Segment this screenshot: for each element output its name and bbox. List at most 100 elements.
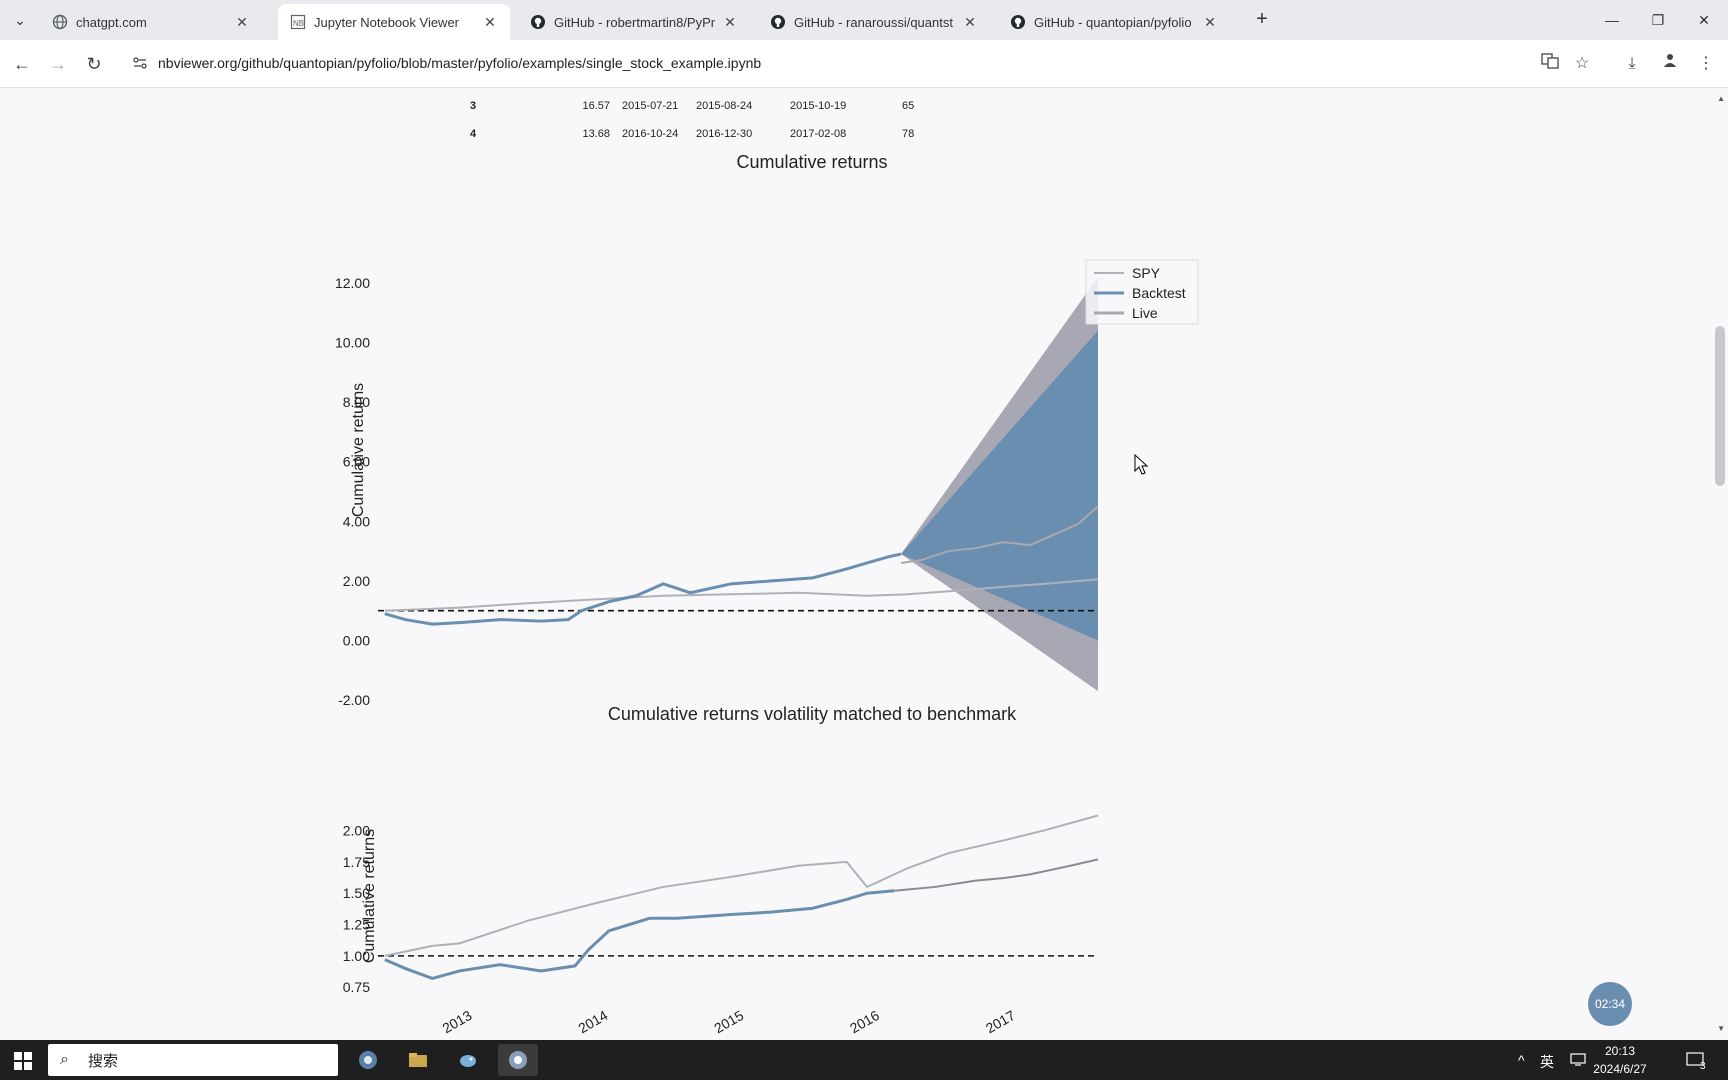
legend-label: SPY <box>1132 265 1161 281</box>
recording-timer-badge[interactable]: 02:34 <box>1588 982 1632 1026</box>
bookmark-star-icon[interactable]: ☆ <box>1574 55 1590 72</box>
taskbar-app-browser[interactable] <box>348 1044 388 1076</box>
y-axis-label: Cumulative returns <box>350 383 367 517</box>
x-tick-label: 2015 <box>711 1007 746 1037</box>
table-row: 3 16.57 2015-07-21 2015-08-24 2015-10-19… <box>470 92 942 120</box>
y-tick-label: 4.00 <box>343 513 370 529</box>
reload-icon[interactable]: ↻ <box>86 54 102 74</box>
tab-chatgpt[interactable]: chatgpt.com ✕ <box>40 4 262 40</box>
restore-icon[interactable]: ❐ <box>1651 12 1665 28</box>
y-tick-label: 1.25 <box>343 917 370 933</box>
legend-entries: SPY Backtest Live <box>1085 259 1199 325</box>
series-group <box>378 505 1099 626</box>
chrome-icon <box>359 1051 377 1069</box>
close-window-icon[interactable]: ✕ <box>1698 12 1710 28</box>
github-icon <box>1010 14 1026 30</box>
bird-app-icon <box>460 1055 476 1067</box>
search-placeholder: 搜索 <box>88 1052 119 1070</box>
taskbar-app-bird[interactable] <box>448 1044 488 1076</box>
close-icon[interactable]: ✕ <box>964 13 976 30</box>
clock-time: 20:13 <box>1604 1044 1636 1058</box>
x-tick-label: 2013 <box>440 1007 475 1037</box>
series-line-backtest <box>384 552 902 626</box>
x-tick-label: 2014 <box>575 1007 610 1037</box>
svg-text:NB: NB <box>293 19 304 28</box>
tab-github-ranaroussi[interactable]: GitHub - ranaroussi/quantst ✕ <box>758 4 990 40</box>
github-icon <box>770 14 786 30</box>
cone-inner-band <box>901 330 1098 641</box>
cumulative-returns-chart: Cumulative returns Cumulative returns 12… <box>335 152 1199 708</box>
table-cell: 3 <box>470 100 477 112</box>
series-line-0 <box>384 814 1099 957</box>
tab-jupyter-notebook-viewer[interactable]: NB Jupyter Notebook Viewer ✕ <box>278 4 510 40</box>
taskbar-app-chrome-active[interactable] <box>498 1044 538 1076</box>
github-icon <box>530 14 546 30</box>
forward-arrow-icon[interactable]: → <box>49 54 67 74</box>
scroll-up-arrow-icon[interactable]: ▲ <box>1717 94 1725 103</box>
tab-search-chevron-icon[interactable]: ⌄ <box>14 12 26 28</box>
tab-github-quantopian[interactable]: GitHub - quantopian/pyfolio ✕ <box>998 4 1230 40</box>
x-tick-label: 2017 <box>983 1007 1018 1037</box>
input-language-indicator[interactable]: 英 <box>1540 1054 1554 1070</box>
url-text: nbviewer.org/github/quantopian/pyfolio/b… <box>158 55 762 71</box>
scrollbar-thumb[interactable] <box>1715 326 1725 486</box>
minimize-icon[interactable]: — <box>1605 12 1619 28</box>
close-icon[interactable]: ✕ <box>724 13 736 30</box>
series-line-1 <box>384 889 895 981</box>
download-icon[interactable]: ⤓ <box>1628 55 1636 72</box>
back-arrow-icon[interactable]: ← <box>13 54 31 74</box>
y-tick-label: 10.00 <box>335 334 370 350</box>
taskbar-app-explorer[interactable] <box>398 1044 438 1076</box>
clock-date: 2024/6/27 <box>1593 1062 1647 1076</box>
close-icon[interactable]: ✕ <box>484 13 496 30</box>
table-cell: 4 <box>470 128 477 140</box>
tab-title: GitHub - robertmartin8/PyPr <box>554 14 716 30</box>
notification-icon[interactable]: 3 <box>1686 1052 1708 1073</box>
legend-label: Backtest <box>1132 285 1186 301</box>
system-clock[interactable]: 20:13 2024/6/27 <box>1580 1042 1660 1078</box>
tab-title: GitHub - ranaroussi/quantst <box>794 14 953 30</box>
y-tick-label: 12.00 <box>335 275 370 291</box>
notebook-page: 3 16.57 2015-07-21 2015-08-24 2015-10-19… <box>0 88 1712 1040</box>
chrome-profile-icon <box>509 1051 527 1069</box>
tab-github-robertmartin8[interactable]: GitHub - robertmartin8/PyPr ✕ <box>518 4 750 40</box>
legend-label: Live <box>1132 305 1158 321</box>
nbviewer-icon: NB <box>290 14 306 30</box>
table-cell: 2016-10-24 <box>622 128 679 140</box>
new-tab-button[interactable]: + <box>1256 8 1268 30</box>
taskbar-search[interactable]: ⌕ 搜索 <box>48 1044 338 1076</box>
scroll-down-arrow-icon[interactable]: ▼ <box>1717 1024 1725 1033</box>
y-tick-label: 2.00 <box>343 823 370 839</box>
table-cell: 2017-02-08 <box>790 128 847 140</box>
profile-icon[interactable] <box>1658 52 1682 76</box>
table-cell: 78 <box>902 128 915 140</box>
close-icon[interactable]: ✕ <box>1204 13 1216 30</box>
y-tick-label: 6.00 <box>343 454 370 470</box>
network-icon[interactable] <box>1570 1052 1586 1069</box>
table-cell: 2015-10-19 <box>790 100 847 112</box>
series-line-spy <box>384 578 1099 612</box>
series-line-live <box>900 505 1099 564</box>
table-cell: 2016-12-30 <box>696 128 753 140</box>
cone-group <box>901 276 1098 692</box>
volatility-matched-chart: Cumulative returns volatility matched to… <box>343 704 1099 1037</box>
address-bar[interactable]: nbviewer.org/github/quantopian/pyfolio/b… <box>122 47 1582 81</box>
scrollbar[interactable] <box>1712 88 1728 1040</box>
windows-start-icon[interactable] <box>14 1052 32 1070</box>
y-ticks: 12.00 10.00 8.00 6.00 4.00 2.00 0.00 -2.00 <box>335 275 370 708</box>
tab-title: chatgpt.com <box>76 14 147 30</box>
y-tick-label: 1.00 <box>343 948 370 964</box>
translate-icon[interactable] <box>1538 52 1562 76</box>
globe-icon <box>52 14 68 30</box>
y-tick-label: 1.75 <box>343 854 370 870</box>
tab-title: Jupyter Notebook Viewer <box>314 14 460 30</box>
close-icon[interactable]: ✕ <box>236 13 248 30</box>
tray-overflow-chevron-icon[interactable]: ^ <box>1518 1052 1525 1068</box>
menu-kebab-icon[interactable]: ⋮ <box>1698 55 1714 72</box>
table-cell: 2015-07-21 <box>622 100 679 112</box>
x-tick-label: 2016 <box>847 1007 882 1037</box>
table-cell: 16.57 <box>582 100 610 112</box>
site-info-icon[interactable] <box>132 55 150 73</box>
chart-title: Cumulative returns volatility matched to… <box>608 704 1017 724</box>
mouse-cursor-icon <box>1134 454 1149 475</box>
